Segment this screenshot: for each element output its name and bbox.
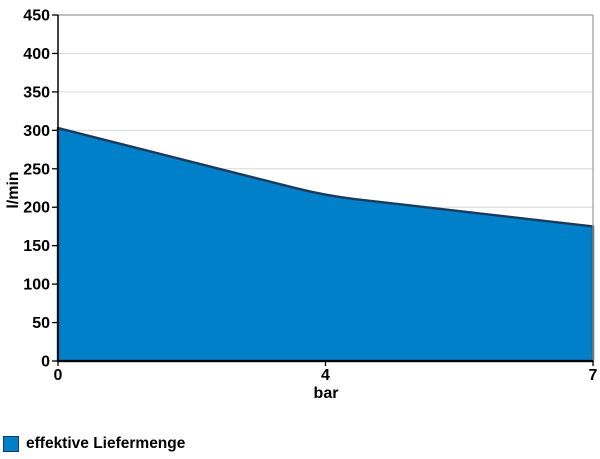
y-tick-label-0: 0 [41,354,50,371]
x-tick-label-7: 7 [589,367,598,384]
y-tick-label-350: 350 [23,84,50,101]
legend-label: effektive Liefermenge [26,435,186,452]
y-tick-label-450: 450 [23,8,50,25]
x-tick-label-4: 4 [321,367,330,384]
area-series [56,126,595,363]
legend: effektive Liefermenge [3,435,185,453]
legend-swatch-icon [3,436,19,452]
y-axis-title: l/min [5,171,22,209]
y-tick-label-200: 200 [23,200,50,217]
y-tick-label-100: 100 [23,277,50,294]
y-tick-label-250: 250 [23,161,50,178]
x-tick-label-0: 0 [54,367,63,384]
y-tick-label-50: 50 [32,315,50,332]
x-axis-title: bar [313,385,339,402]
y-tick-label-400: 400 [23,46,50,63]
y-tick-label-300: 300 [23,123,50,140]
y-tick-label-150: 150 [23,238,50,255]
